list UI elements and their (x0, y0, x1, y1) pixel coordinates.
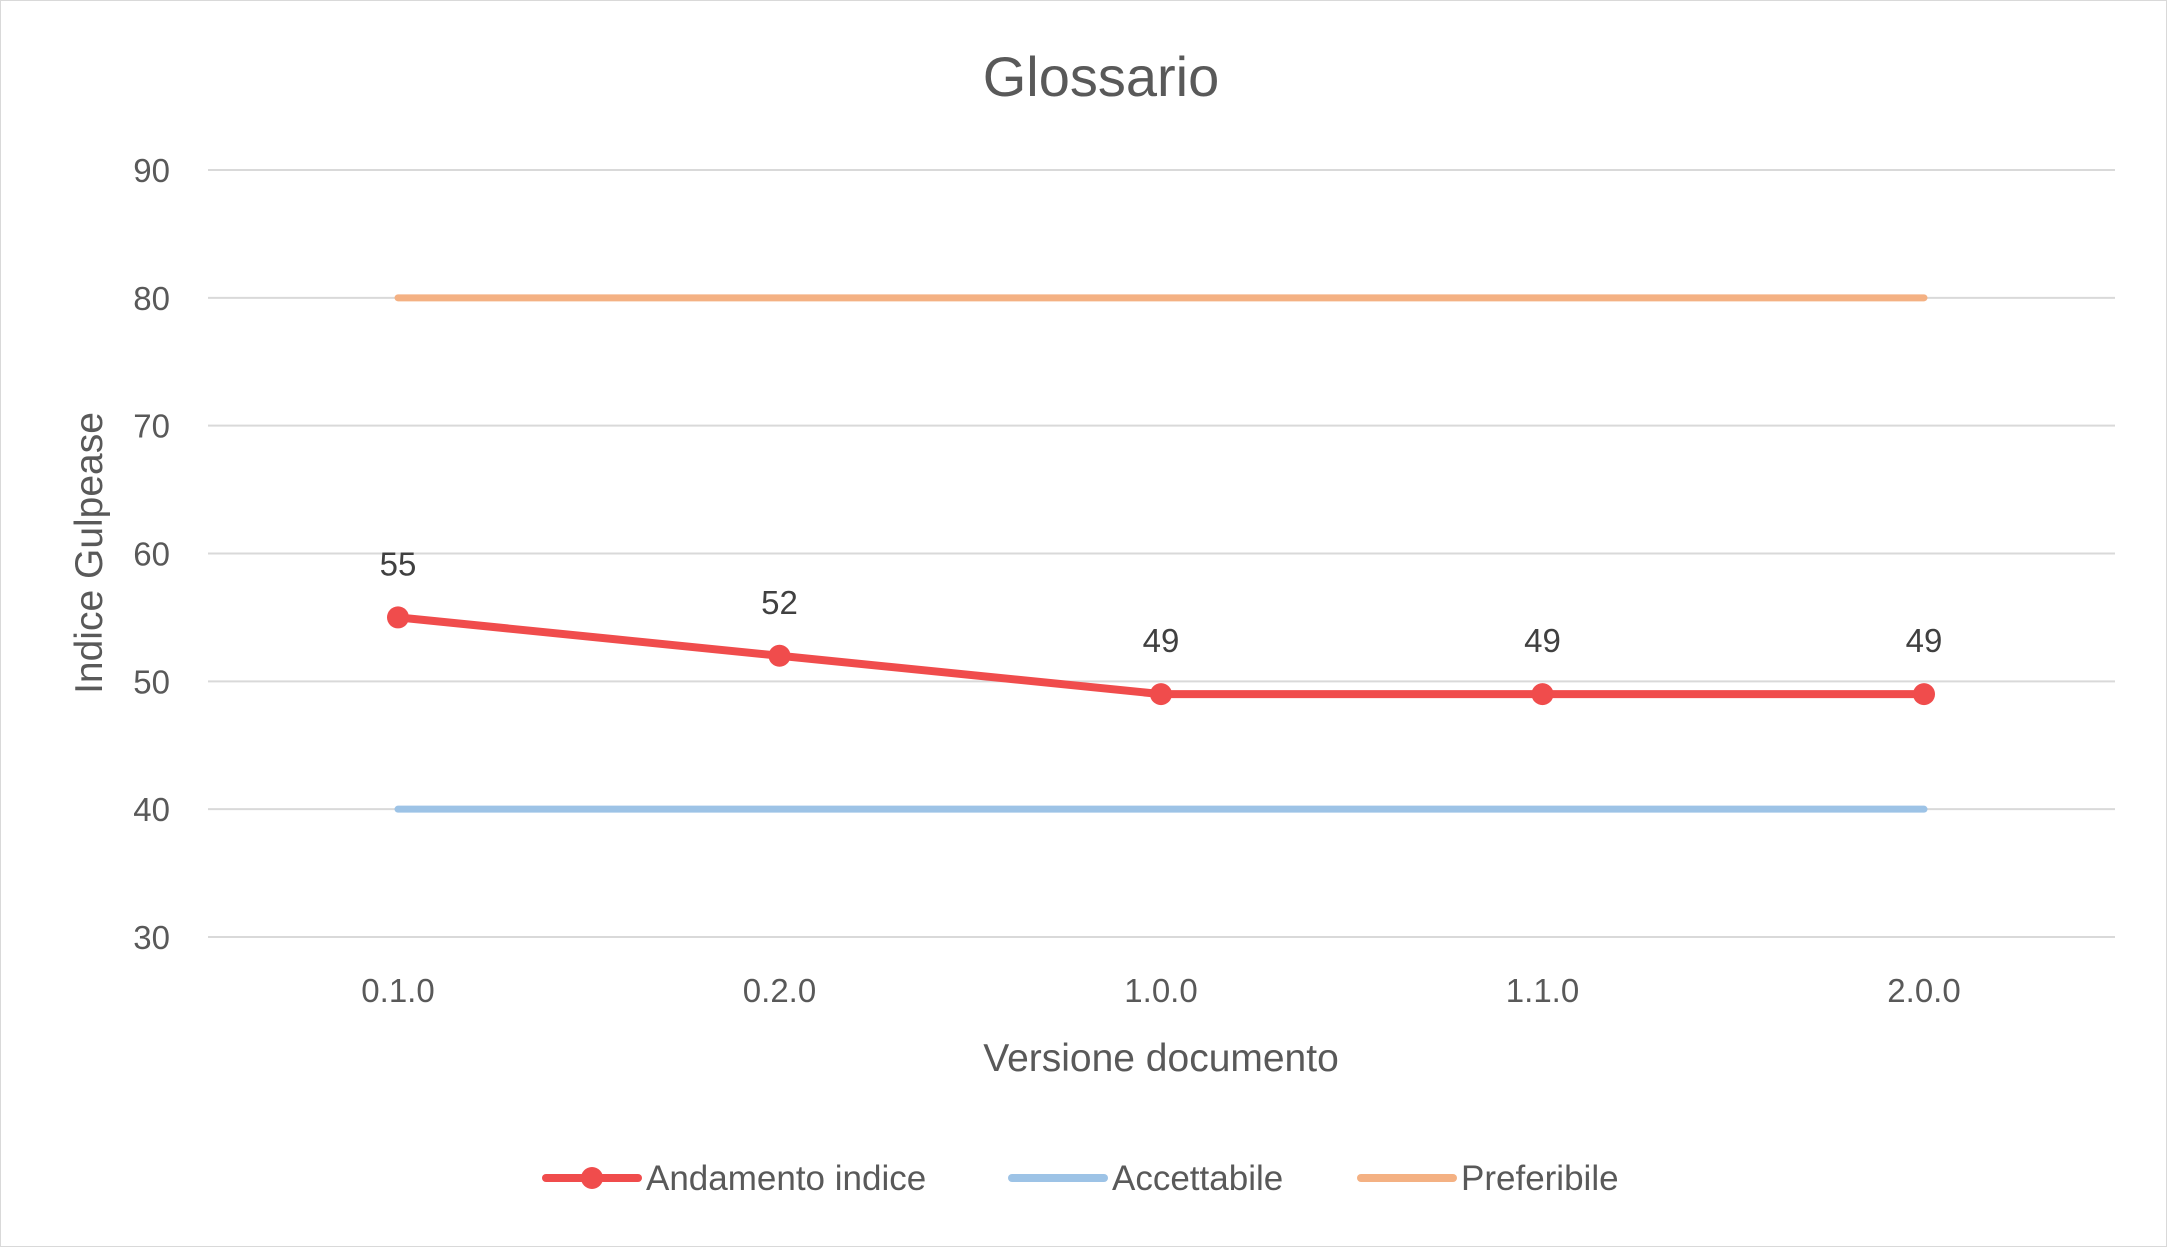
y-tick-label: 30 (133, 919, 170, 956)
y-tick-label: 60 (133, 536, 170, 573)
y-tick-label: 80 (133, 280, 170, 317)
data-label: 55 (380, 545, 417, 582)
data-label: 49 (1143, 622, 1180, 659)
data-point-andamento-indice (387, 606, 409, 629)
x-tick-label: 0.1.0 (361, 972, 434, 1009)
gridlines (208, 169, 2115, 938)
x-tick-label: 2.0.0 (1887, 972, 1960, 1009)
legend-marker-andamento-indice (581, 1167, 603, 1189)
y-tick-label: 70 (133, 408, 170, 445)
data-point-andamento-indice (1150, 683, 1172, 706)
x-tick-label: 0.2.0 (743, 972, 816, 1009)
legend-label-andamento-indice: Andamento indice (646, 1159, 926, 1198)
x-tick-label: 1.0.0 (1124, 972, 1197, 1009)
series-lines (387, 294, 1935, 813)
y-axis-title: Indice Gulpease (68, 412, 111, 694)
data-point-andamento-indice (1913, 683, 1935, 706)
data-label: 52 (761, 584, 798, 621)
y-tick-label: 50 (133, 663, 170, 700)
data-point-andamento-indice (768, 644, 791, 667)
legend: Andamento indice Accettabile Preferibile (542, 1159, 1619, 1198)
data-labels: 55 52 49 49 49 (380, 545, 1943, 659)
x-axis-title: Versione documento (983, 1037, 1339, 1080)
x-axis-ticks: 0.1.0 0.2.0 1.0.0 1.1.0 2.0.0 (361, 972, 1960, 1009)
data-label: 49 (1524, 622, 1561, 659)
chart-title: Glossario (983, 45, 1220, 108)
data-label: 49 (1906, 622, 1943, 659)
y-tick-label: 90 (133, 152, 170, 189)
legend-label-accettabile: Accettabile (1112, 1159, 1283, 1198)
x-tick-label: 1.1.0 (1506, 972, 1579, 1009)
legend-label-preferibile: Preferibile (1461, 1159, 1619, 1198)
y-axis-ticks: 30 40 50 60 70 80 90 (133, 152, 170, 956)
y-tick-label: 40 (133, 791, 170, 828)
data-point-andamento-indice (1531, 683, 1554, 706)
